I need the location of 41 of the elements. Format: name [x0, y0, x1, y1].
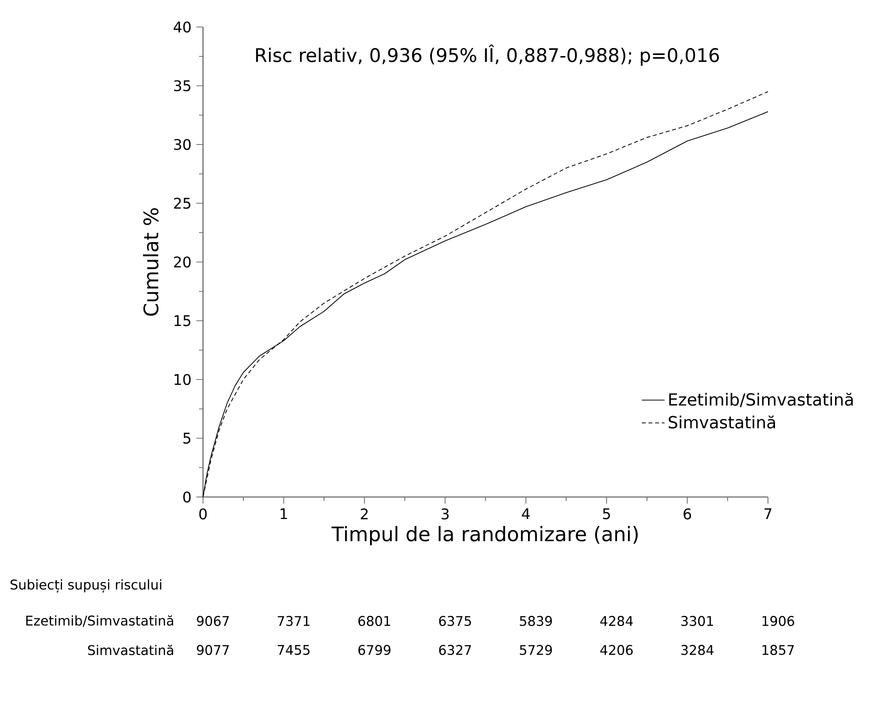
- y-tick-label: 40: [174, 21, 191, 33]
- text: 6327: [439, 644, 471, 656]
- text: Subiecți supuși riscului: [10, 579, 162, 593]
- text: 5839: [520, 616, 552, 626]
- y-tick-label: 25: [174, 198, 190, 209]
- text: 1857: [762, 644, 794, 656]
- text: 9067: [196, 616, 229, 626]
- y-tick-label: 0: [183, 491, 191, 503]
- y-tick-label: 20: [174, 256, 191, 268]
- text: 4284: [600, 616, 633, 626]
- text: 4206: [600, 644, 633, 656]
- x-tick-label: 0: [199, 508, 207, 520]
- annotation: Risc relativ, 0,936 (95% IÎ, 0,887-0,988); p=0,016: [256, 44, 719, 66]
- text: 5729: [520, 644, 552, 656]
- x-tick-label: 1: [280, 508, 288, 520]
- y-axis-title: Cumulat %: [143, 208, 158, 316]
- text: 1906: [762, 616, 794, 626]
- x-tick-label: 4: [522, 508, 530, 520]
- text: 3284: [681, 644, 714, 656]
- y-tick-label: 10: [174, 374, 191, 386]
- text: 9077: [196, 644, 229, 656]
- y-tick-label: 15: [174, 315, 190, 326]
- legend-label: Simvastatină: [668, 416, 776, 429]
- text: 6375: [439, 616, 471, 626]
- text: Ezetimib/Simvastatină: [26, 615, 174, 627]
- y-tick-label: 5: [183, 432, 190, 444]
- y-tick-label: 35: [174, 80, 190, 92]
- text: Simvastatină: [88, 644, 174, 656]
- x-tick-label: 3: [442, 508, 449, 520]
- x-tick-label: 7: [764, 508, 772, 520]
- x-tick-label: 5: [603, 508, 610, 520]
- text: 7371: [278, 616, 310, 626]
- y-tick-label: 30: [174, 138, 191, 150]
- x-tick-label: 6: [684, 508, 692, 520]
- text: 6799: [358, 644, 390, 656]
- text: 7455: [278, 645, 310, 655]
- text: 6801: [358, 616, 390, 626]
- text: 3301: [681, 616, 714, 626]
- x-tick-label: 2: [360, 508, 368, 520]
- legend-label: Ezetimib/Simvastatină: [669, 392, 853, 408]
- x-axis-title: Timpul de la randomizare (ani): [332, 526, 638, 546]
